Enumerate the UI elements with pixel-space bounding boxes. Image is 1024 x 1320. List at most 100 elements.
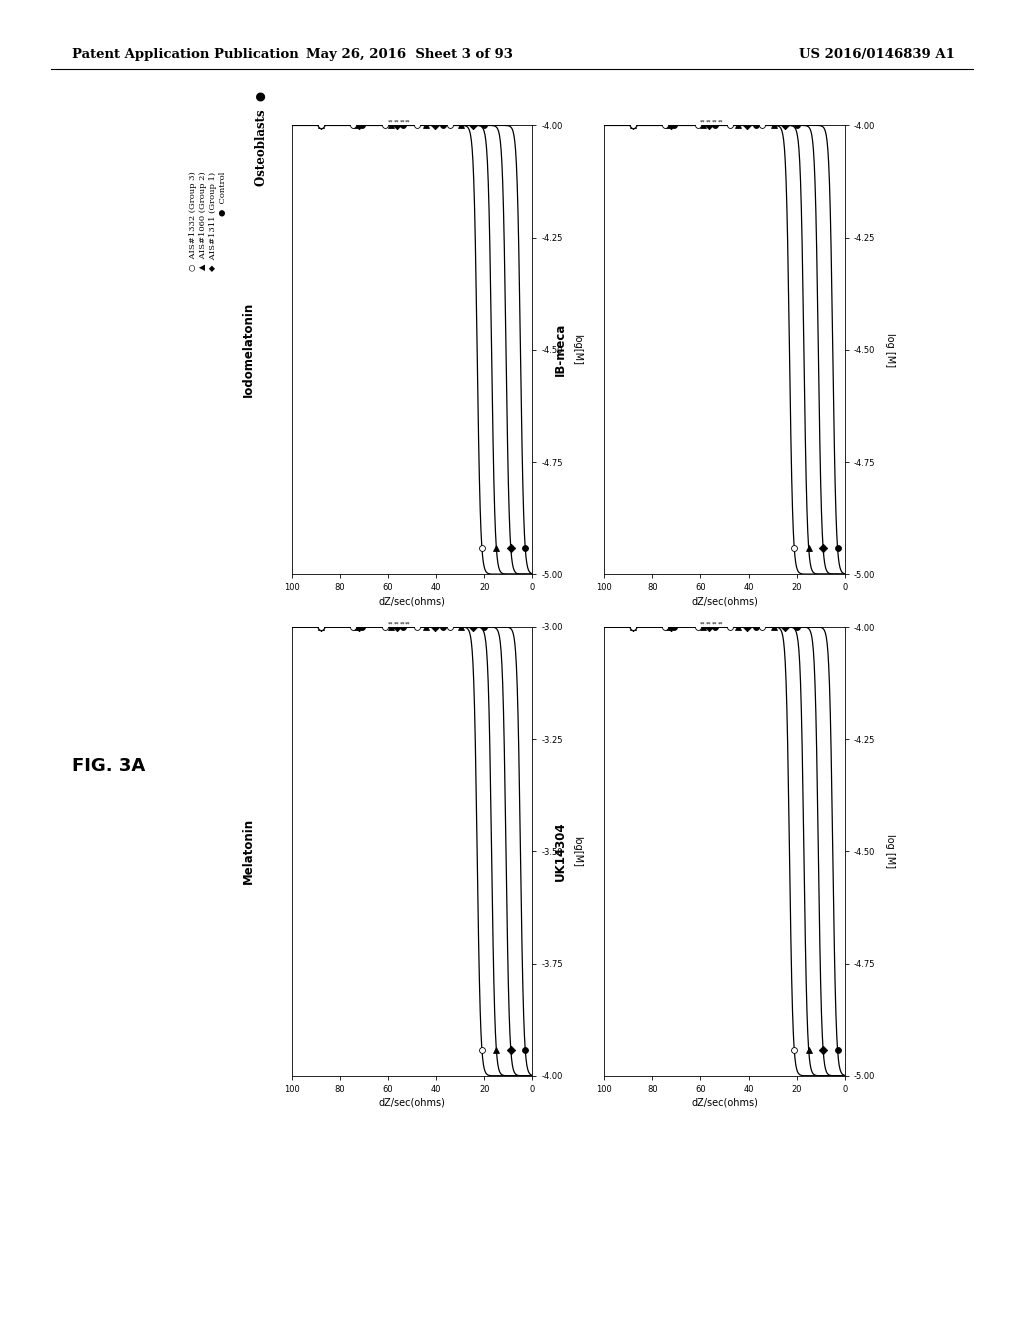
Text: **: ** — [700, 120, 706, 125]
Text: ●  Control: ● Control — [219, 172, 227, 216]
Point — [748, 115, 764, 136]
Point — [427, 115, 443, 136]
Y-axis label: log [M]: log [M] — [885, 333, 895, 367]
Point — [312, 115, 329, 136]
Point — [503, 537, 519, 558]
Point — [350, 616, 367, 638]
Text: Iodomelatonin: Iodomelatonin — [242, 302, 255, 397]
Point — [345, 115, 361, 136]
Point — [754, 115, 770, 136]
Text: **: ** — [406, 120, 411, 125]
X-axis label: dZ/sec(ohms): dZ/sec(ohms) — [691, 1098, 758, 1107]
Text: FIG. 3A: FIG. 3A — [72, 756, 145, 775]
Point — [503, 1039, 519, 1060]
Point — [777, 616, 794, 638]
Point — [788, 616, 805, 638]
Point — [765, 616, 781, 638]
Point — [488, 537, 505, 558]
Point — [465, 616, 481, 638]
Point — [815, 537, 831, 558]
Text: IB-meca: IB-meca — [554, 323, 567, 376]
Point — [754, 616, 770, 638]
Point — [476, 616, 493, 638]
Point — [625, 616, 641, 638]
Point — [666, 115, 682, 136]
Point — [312, 616, 329, 638]
Point — [476, 115, 493, 136]
Point — [777, 115, 794, 136]
Point — [829, 1039, 846, 1060]
Point — [663, 115, 679, 136]
Text: **: ** — [700, 622, 706, 627]
Point — [410, 616, 426, 638]
Point — [689, 115, 706, 136]
Text: **: ** — [406, 622, 411, 627]
Point — [801, 537, 817, 558]
Point — [410, 115, 426, 136]
X-axis label: dZ/sec(ohms): dZ/sec(ohms) — [379, 597, 445, 606]
Text: May 26, 2016  Sheet 3 of 93: May 26, 2016 Sheet 3 of 93 — [306, 48, 513, 61]
Point — [660, 115, 677, 136]
X-axis label: dZ/sec(ohms): dZ/sec(ohms) — [691, 597, 758, 606]
Text: US 2016/0146839 A1: US 2016/0146839 A1 — [799, 48, 954, 61]
Point — [312, 616, 329, 638]
Point — [660, 616, 677, 638]
Point — [388, 616, 404, 638]
Point — [625, 616, 641, 638]
Point — [453, 616, 469, 638]
Text: **: ** — [394, 120, 399, 125]
Point — [453, 115, 469, 136]
Point — [786, 537, 803, 558]
Point — [441, 616, 458, 638]
Point — [517, 1039, 534, 1060]
Point — [657, 115, 674, 136]
Y-axis label: log [M]: log [M] — [885, 834, 895, 869]
Text: ○  AIS#1332 (Group 3): ○ AIS#1332 (Group 3) — [188, 172, 197, 272]
Point — [394, 616, 411, 638]
Point — [353, 616, 370, 638]
Text: **: ** — [707, 622, 712, 627]
Point — [350, 115, 367, 136]
Point — [695, 616, 712, 638]
Point — [517, 537, 534, 558]
Point — [312, 115, 329, 136]
Text: **: ** — [399, 622, 406, 627]
Text: UK14304: UK14304 — [554, 821, 567, 882]
Point — [707, 616, 723, 638]
Point — [435, 115, 452, 136]
Point — [815, 1039, 831, 1060]
Point — [625, 616, 641, 638]
Point — [388, 115, 404, 136]
Point — [312, 616, 329, 638]
Text: **: ** — [388, 622, 393, 627]
Text: **: ** — [399, 120, 406, 125]
Point — [739, 616, 756, 638]
Point — [786, 1039, 803, 1060]
Text: **: ** — [707, 120, 712, 125]
Point — [722, 115, 738, 136]
Text: ▲  AIS#1060 (Group 2): ▲ AIS#1060 (Group 2) — [199, 172, 207, 271]
Point — [748, 616, 764, 638]
Point — [312, 115, 329, 136]
Point — [394, 115, 411, 136]
Point — [435, 616, 452, 638]
Point — [345, 616, 361, 638]
Point — [707, 115, 723, 136]
Text: **: ** — [712, 622, 718, 627]
Point — [765, 115, 781, 136]
Point — [829, 537, 846, 558]
Point — [625, 115, 641, 136]
Point — [657, 616, 674, 638]
Point — [418, 115, 434, 136]
Text: **: ** — [394, 622, 399, 627]
Point — [663, 616, 679, 638]
Point — [700, 616, 717, 638]
Y-axis label: log[M]: log[M] — [572, 836, 583, 867]
Text: **: ** — [718, 120, 723, 125]
Point — [700, 115, 717, 136]
Point — [474, 1039, 490, 1060]
Point — [348, 115, 365, 136]
Text: **: ** — [718, 622, 723, 627]
Text: Osteoblasts  ●: Osteoblasts ● — [255, 91, 267, 186]
Point — [625, 616, 641, 638]
